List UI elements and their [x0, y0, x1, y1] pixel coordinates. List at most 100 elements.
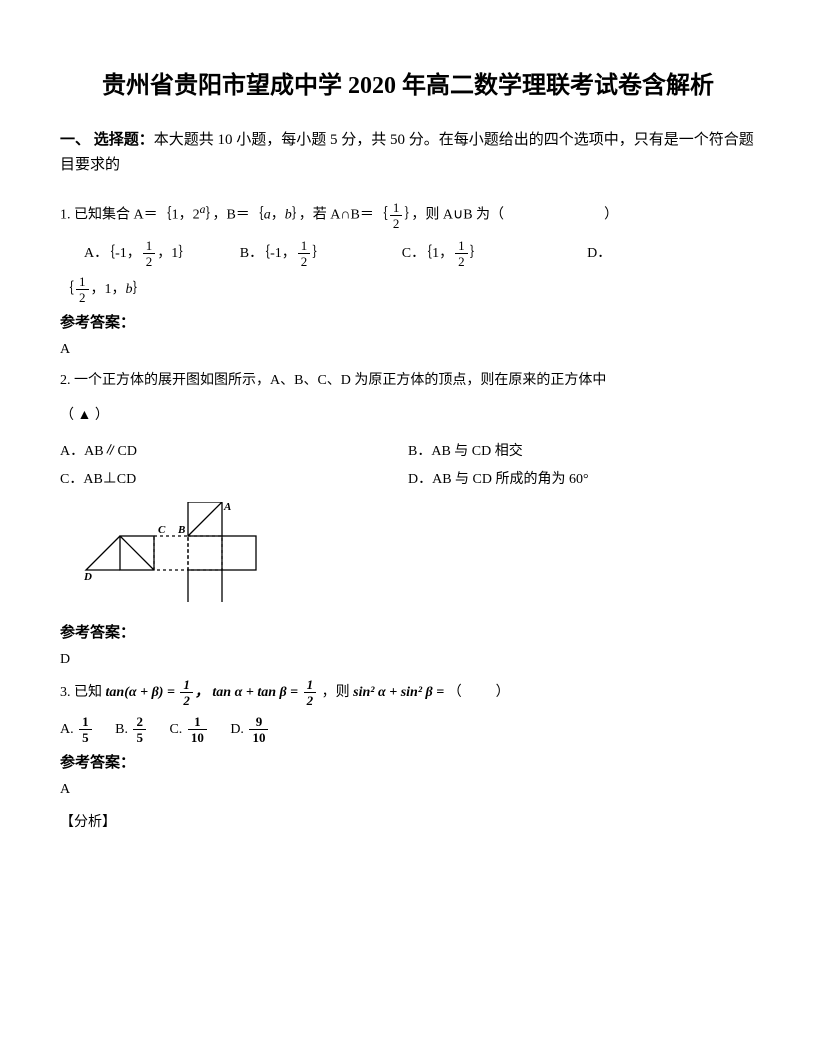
sin2: sin² α + sin² β — [353, 685, 433, 700]
eq: = — [163, 685, 178, 700]
frac-num: 1 — [79, 715, 92, 730]
q3-opt-b: B. — [115, 722, 128, 737]
eq2: = — [287, 685, 302, 700]
q1-text-d: ｝，则 A∪B 为（ — [404, 207, 504, 222]
plus: + — [137, 685, 152, 700]
q1-stem: 1. 已知集合 A＝｛1，2a｝，B＝｛a，b｝，若 A∩B＝｛12｝，则 A∪… — [60, 197, 756, 231]
tan: tan — [106, 685, 125, 700]
cube-net-diagram: A B C D — [84, 502, 274, 602]
q2-opt-b: B．AB 与 CD 相交 — [408, 438, 756, 466]
q1-opt-a-pre: A．｛-1， — [84, 246, 141, 261]
q3-formula-2: sin² α + sin² β = — [353, 685, 448, 700]
q1-opt-b-frac: 12 — [298, 239, 311, 268]
q3-opt-a: A. — [60, 722, 74, 737]
q2-opt-a: A．AB∥CD — [60, 438, 408, 466]
frac-den: 5 — [133, 730, 146, 744]
section-1-rest: 本大题共 10 小题，每小题 5 分，共 50 分。在每小题给出的四个选项中，只… — [60, 132, 754, 174]
frac-den: 2 — [143, 254, 156, 268]
frac-num: 1 — [188, 715, 207, 730]
q1-frac-intersect: 12 — [390, 201, 403, 230]
q1-opt-c-frac: 12 — [455, 239, 468, 268]
label-D: D — [84, 571, 92, 583]
q2-answer-label: 参考答案： — [60, 621, 756, 642]
q2-opts-row2: C．AB⊥CD D．AB 与 CD 所成的角为 60° — [60, 466, 756, 494]
section-1-heading: 一、 选择题：本大题共 10 小题，每小题 5 分，共 50 分。在每小题给出的… — [60, 128, 756, 179]
q1-opt-a-post: ，1｝ — [157, 246, 192, 261]
frac-den: 10 — [249, 730, 268, 744]
frac-num: 1 — [455, 239, 468, 254]
q1-text-b: ｝，B＝｛ — [205, 207, 263, 222]
q1-text-c: ｝，若 A∩B＝｛ — [292, 207, 388, 222]
frac-num: 9 — [249, 715, 268, 730]
q1-opt-c: C．｛1，12｝ — [402, 237, 484, 271]
q1-opt-c-pre: C．｛1， — [402, 246, 453, 261]
q2-answer: D — [60, 652, 756, 668]
q3-opt-a-frac: 15 — [79, 715, 92, 744]
q1-comma: ， — [271, 207, 285, 222]
frac-num: 1 — [298, 239, 311, 254]
q2-stem: 2. 一个正方体的展开图如图所示，A、B、C、D 为原正方体的顶点，则在原来的正… — [60, 368, 756, 395]
frac-den: 5 — [79, 730, 92, 744]
beta: β — [152, 685, 159, 700]
q1-opt-d-line2: ｛12，1，b｝ — [60, 275, 756, 306]
q1-text-a: 1. 已知集合 A＝｛1，2 — [60, 207, 200, 222]
q1-answer: A — [60, 342, 756, 358]
label-B: B — [177, 524, 185, 536]
q2-opts-row1: A．AB∥CD B．AB 与 CD 相交 — [60, 438, 756, 466]
q3-stem: 3. 已知 tan(α + β) = 12， tan α + tan β = 1… — [60, 678, 756, 709]
q1-opt-b-pre: B．｛-1， — [240, 246, 296, 261]
q3-frac1: 12 — [180, 678, 193, 707]
q3-answer: A — [60, 782, 756, 798]
q1-opt-a: A．｛-1，12，1｝ — [84, 237, 192, 271]
q1-options: A．｛-1，12，1｝ B．｛-1，12｝ C．｛1，12｝ D． — [84, 237, 756, 271]
q1-opt-d: D． — [587, 237, 611, 271]
frac-num: 1 — [304, 678, 317, 693]
comma: ， — [195, 685, 209, 700]
q2-blank: （ ▲ ） — [60, 401, 756, 432]
frac-den: 2 — [76, 290, 89, 304]
frac-num: 1 — [180, 678, 193, 693]
q1-var-b: b — [285, 207, 292, 222]
q1-opt-d-post: ｝ — [133, 282, 147, 297]
q1-frac-den: 2 — [390, 216, 403, 230]
q1-opt-d-pre: ｛ — [60, 282, 74, 297]
q3-text-a: 3. 已知 — [60, 685, 102, 700]
q1-opt-d-frac: 12 — [76, 275, 89, 304]
tana-tanb: tan α + tan β — [212, 685, 286, 700]
frac-den: 2 — [180, 693, 193, 707]
q3-analysis: 【分析】 — [60, 808, 756, 839]
label-C: C — [158, 524, 166, 536]
q3-opt-b-frac: 25 — [133, 715, 146, 744]
frac-den: 2 — [304, 693, 317, 707]
q1-answer-label: 参考答案： — [60, 311, 756, 332]
q3-answer-label: 参考答案： — [60, 751, 756, 772]
frac-num: 1 — [76, 275, 89, 290]
q3-formula-1: tan(α + β) = 12， tan α + tan β = 12 — [106, 685, 322, 700]
q3-opt-d-frac: 910 — [249, 715, 268, 744]
q1-opt-c-post: ｝ — [470, 246, 484, 261]
q2-opt-c: C．AB⊥CD — [60, 466, 408, 494]
frac-num: 1 — [143, 239, 156, 254]
q3-frac2: 12 — [304, 678, 317, 707]
q1-opt-d-mid: ，1， — [91, 282, 126, 297]
q3-paren: （ ） — [448, 678, 512, 709]
frac-den: 2 — [455, 254, 468, 268]
frac-num: 2 — [133, 715, 146, 730]
q1-opt-a-frac: 12 — [143, 239, 156, 268]
frac-den: 10 — [188, 730, 207, 744]
q3-opt-d: D. — [230, 722, 244, 737]
q1-opt-d-b: b — [126, 282, 133, 297]
q1-var-a: a — [264, 207, 271, 222]
q3-opt-c-frac: 110 — [188, 715, 207, 744]
section-1-prefix: 一、 选择题： — [60, 132, 154, 148]
alpha: α — [129, 685, 137, 700]
q3-then: ，则 — [322, 685, 350, 700]
q3-options: A. 15 B. 25 C. 110 D. 910 — [60, 715, 756, 746]
q3-opt-c: C. — [169, 722, 182, 737]
q2-opt-d: D．AB 与 CD 所成的角为 60° — [408, 466, 756, 494]
q1-text-e: ） — [604, 207, 618, 222]
q1-frac-num: 1 — [390, 201, 403, 216]
q1-opt-b: B．｛-1，12｝ — [240, 237, 327, 271]
label-A: A — [223, 502, 231, 513]
frac-den: 2 — [298, 254, 311, 268]
